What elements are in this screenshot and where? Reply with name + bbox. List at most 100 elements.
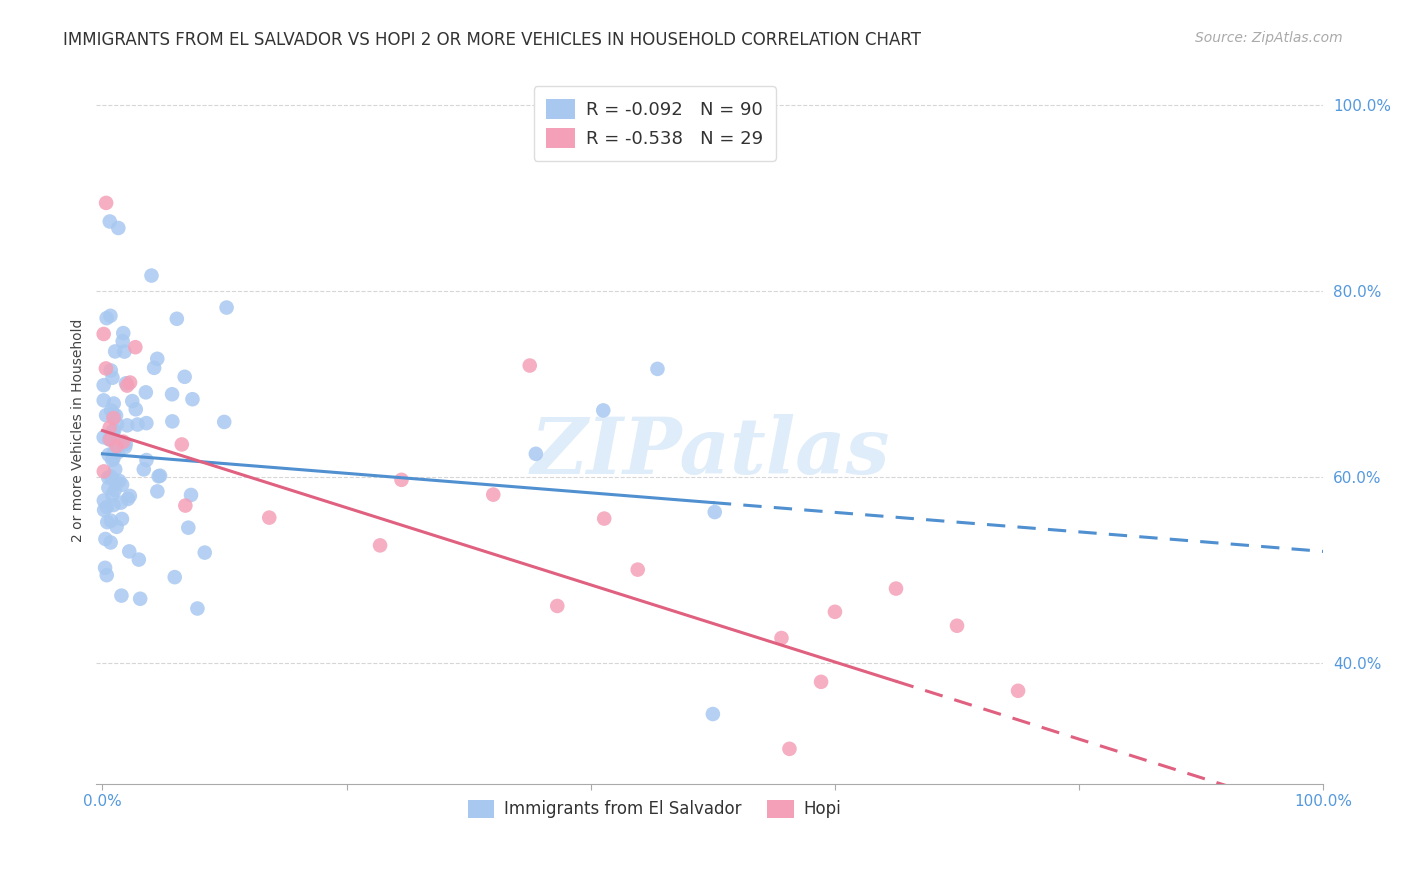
Point	[368, 538, 391, 552]
Point	[166, 311, 188, 326]
Point	[546, 599, 568, 613]
Point	[96, 311, 118, 326]
Point	[103, 411, 125, 425]
Point	[117, 491, 139, 506]
Point	[524, 447, 547, 461]
Point	[101, 453, 124, 467]
Point	[177, 521, 200, 535]
Point	[135, 416, 157, 430]
Point	[128, 552, 150, 566]
Point	[180, 488, 202, 502]
Point	[146, 484, 169, 499]
Point	[105, 475, 128, 490]
Point	[105, 520, 128, 534]
Point	[112, 344, 135, 359]
Point	[186, 601, 208, 615]
Point	[104, 344, 127, 359]
Point	[103, 498, 125, 512]
Point	[215, 301, 238, 315]
Point	[94, 561, 117, 575]
Point	[884, 582, 907, 596]
Text: Source: ZipAtlas.com: Source: ZipAtlas.com	[1195, 31, 1343, 45]
Point	[97, 481, 120, 495]
Point	[97, 470, 120, 484]
Point	[627, 563, 650, 577]
Point	[100, 469, 122, 483]
Point	[98, 433, 121, 447]
Point	[121, 394, 143, 409]
Point	[105, 409, 128, 423]
Point	[101, 370, 124, 384]
Point	[94, 409, 117, 423]
Y-axis label: 2 or more Vehicles in Household: 2 or more Vehicles in Household	[72, 319, 86, 542]
Point	[115, 378, 138, 392]
Point	[702, 706, 724, 721]
Legend: Immigrants from El Salvador, Hopi: Immigrants from El Salvador, Hopi	[461, 793, 848, 825]
Point	[118, 544, 141, 558]
Point	[96, 568, 118, 582]
Point	[592, 403, 614, 417]
Point	[101, 488, 124, 502]
Point	[104, 462, 127, 476]
Point	[174, 499, 197, 513]
Point	[98, 421, 121, 435]
Point	[149, 468, 172, 483]
Point	[810, 674, 832, 689]
Point	[163, 570, 186, 584]
Point	[160, 387, 183, 401]
Point	[93, 430, 115, 444]
Point	[111, 512, 134, 526]
Point	[194, 545, 217, 559]
Point	[391, 473, 413, 487]
Point	[129, 591, 152, 606]
Point	[115, 376, 138, 391]
Point	[103, 423, 125, 437]
Point	[146, 351, 169, 366]
Point	[93, 393, 115, 408]
Point	[110, 496, 132, 510]
Point	[94, 361, 117, 376]
Point	[98, 214, 121, 228]
Point	[103, 434, 125, 449]
Point	[105, 439, 128, 453]
Point	[103, 451, 125, 466]
Point	[162, 414, 184, 428]
Point	[100, 363, 122, 377]
Point	[93, 326, 115, 341]
Point	[118, 489, 141, 503]
Point	[1007, 683, 1029, 698]
Point	[124, 340, 146, 354]
Point	[778, 742, 800, 756]
Point	[170, 437, 193, 451]
Point	[94, 532, 117, 546]
Point	[115, 418, 138, 433]
Point	[519, 359, 541, 373]
Point	[181, 392, 204, 407]
Point	[114, 436, 136, 450]
Point	[93, 378, 115, 392]
Point	[110, 589, 132, 603]
Point	[107, 445, 129, 459]
Point	[127, 417, 149, 432]
Point	[111, 477, 134, 491]
Point	[148, 469, 170, 483]
Point	[103, 408, 125, 422]
Point	[647, 362, 669, 376]
Point	[111, 334, 134, 349]
Point	[125, 402, 148, 417]
Point	[108, 474, 131, 488]
Point	[100, 403, 122, 417]
Point	[593, 511, 616, 525]
Point	[259, 510, 281, 524]
Point	[141, 268, 163, 283]
Point	[135, 385, 157, 400]
Point	[100, 535, 122, 549]
Point	[93, 503, 115, 517]
Point	[114, 440, 136, 454]
Point	[824, 605, 846, 619]
Point	[94, 195, 117, 210]
Point	[97, 448, 120, 462]
Point	[112, 326, 135, 340]
Point	[104, 483, 127, 497]
Point	[173, 369, 195, 384]
